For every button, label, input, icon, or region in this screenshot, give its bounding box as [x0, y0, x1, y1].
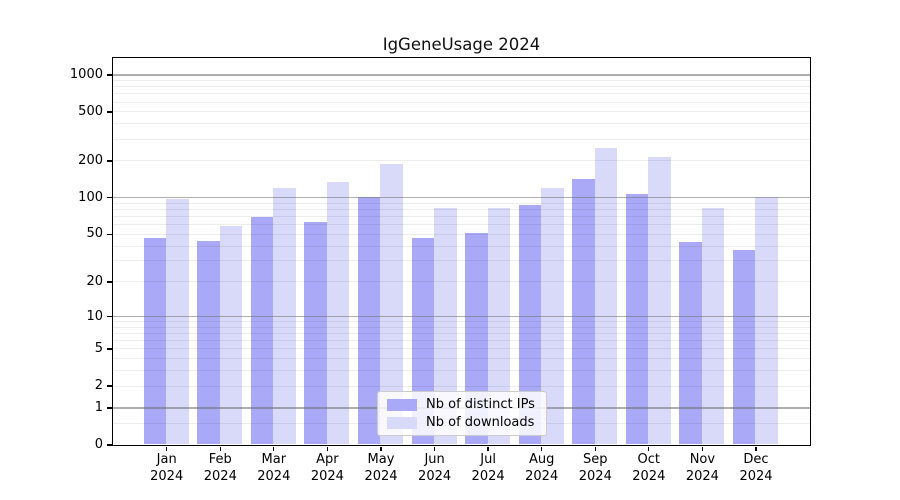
bar-downloads-sep: [594, 148, 618, 445]
y-tick-label: 100: [78, 189, 103, 205]
y-tick-label: 500: [78, 104, 103, 119]
x-tick-label-jul: Jul 2024: [471, 452, 505, 484]
bar-distinct-ips-apr: [304, 221, 327, 445]
x-tick: [166, 446, 168, 451]
bar-downloads-dec: [755, 196, 778, 445]
x-tick-label-feb: Feb 2024: [203, 452, 237, 484]
x-tick-label-mar: Mar 2024: [257, 452, 291, 484]
bar-downloads-nov: [701, 207, 725, 445]
y-tick: [107, 111, 113, 113]
bar-distinct-ips-sep: [572, 178, 595, 445]
x-tick: [380, 446, 382, 451]
legend-label: Nb of distinct IPs: [426, 397, 535, 412]
y-tick: [107, 407, 113, 409]
bar-downloads-mar: [273, 187, 296, 445]
x-tick-label-jun: Jun 2024: [418, 452, 452, 484]
legend-swatch-distinct-ips: [387, 398, 417, 411]
plot-area: Nb of distinct IPs Nb of downloads: [112, 57, 811, 446]
x-tick-label-apr: Apr 2024: [310, 452, 344, 484]
y-tick: [107, 281, 113, 283]
y-tick: [107, 160, 113, 162]
bar-distinct-ips-mar: [250, 216, 274, 445]
bar-distinct-ips-may: [357, 196, 381, 445]
y-tick: [107, 315, 113, 318]
bar-downloads-jun: [434, 207, 457, 445]
bar-downloads-apr: [326, 182, 350, 445]
bar-distinct-ips-nov: [679, 241, 702, 445]
x-tick-label-aug: Aug 2024: [525, 452, 559, 484]
bars-layer: [113, 58, 810, 445]
bar-distinct-ips-aug: [518, 204, 542, 445]
y-tick: [107, 197, 113, 199]
legend: Nb of distinct IPs Nb of downloads: [377, 391, 547, 436]
y-tick-label: 2: [94, 378, 103, 394]
y-tick: [107, 233, 113, 236]
y-tick-label: 20: [86, 273, 103, 289]
bar-distinct-ips-oct: [625, 193, 649, 445]
x-tick: [487, 446, 489, 451]
bar-distinct-ips-jan: [143, 238, 167, 445]
legend-item: Nb of downloads: [387, 415, 536, 430]
x-tick-label-dec: Dec 2024: [739, 452, 773, 484]
y-tick-label: 200: [78, 152, 103, 168]
legend-item: Nb of distinct IPs: [387, 397, 536, 412]
y-tick: [107, 74, 113, 76]
x-tick-label-sep: Sep 2024: [578, 452, 612, 484]
x-tick-label-nov: Nov 2024: [685, 452, 719, 484]
y-tick-label: 5: [94, 341, 103, 356]
bar-downloads-jul: [487, 207, 510, 445]
bar-distinct-ips-feb: [197, 240, 220, 445]
legend-swatch-downloads: [387, 416, 417, 429]
bar-downloads-jan: [166, 198, 189, 445]
x-tick-label-jan: Jan 2024: [150, 452, 184, 484]
legend-label: Nb of downloads: [426, 415, 535, 430]
y-tick-label: 1: [94, 399, 103, 415]
x-tick: [701, 446, 704, 451]
x-tick: [433, 446, 436, 451]
x-tick: [326, 446, 329, 451]
y-tick: [107, 385, 113, 387]
bar-downloads-feb: [219, 226, 243, 445]
y-tick-label: 10: [86, 308, 103, 324]
bar-distinct-ips-dec: [732, 249, 756, 445]
y-tick: [107, 444, 113, 446]
x-tick: [648, 446, 650, 451]
x-tick: [594, 446, 596, 451]
x-tick-label-oct: Oct 2024: [632, 452, 666, 484]
bar-downloads-oct: [648, 157, 671, 445]
y-tick: [107, 348, 113, 350]
x-tick: [219, 446, 221, 451]
y-tick-label: 1000: [69, 66, 103, 82]
x-tick: [541, 446, 543, 451]
y-tick-label: 50: [86, 226, 103, 242]
x-tick: [273, 446, 275, 451]
y-tick-label: 0: [94, 437, 103, 452]
bar-downloads-may: [380, 163, 403, 445]
x-tick-label-may: May 2024: [364, 452, 398, 484]
x-tick: [755, 446, 757, 451]
chart-title: IgGeneUsage 2024: [382, 35, 541, 54]
